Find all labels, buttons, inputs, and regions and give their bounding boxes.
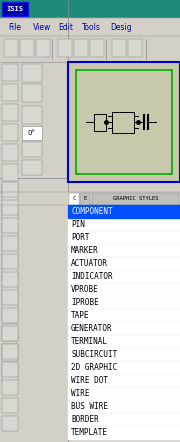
Text: BUS WIRE: BUS WIRE: [71, 402, 108, 411]
Bar: [2, 364, 18, 381]
Bar: [2, 182, 18, 197]
Bar: [22, 84, 42, 102]
Bar: [69, 193, 79, 205]
Text: VPROBE: VPROBE: [71, 285, 99, 294]
Text: 0°: 0°: [28, 130, 36, 136]
Bar: [2, 264, 18, 281]
Bar: [2, 200, 18, 215]
Text: TAPE: TAPE: [71, 311, 89, 320]
Bar: [2, 272, 18, 287]
Bar: [0, 62, 68, 442]
Text: ISIS: ISIS: [6, 6, 24, 12]
Bar: [74, 39, 88, 57]
Bar: [2, 218, 18, 233]
Bar: [2, 344, 18, 361]
Bar: [22, 106, 42, 124]
Bar: [22, 160, 42, 175]
Text: 2D GRAPHIC: 2D GRAPHIC: [71, 363, 117, 372]
Bar: [2, 104, 18, 121]
Bar: [22, 64, 42, 82]
Bar: [2, 344, 18, 359]
Bar: [2, 64, 18, 81]
Text: WIRE: WIRE: [71, 389, 89, 398]
Bar: [2, 304, 18, 321]
Bar: [2, 362, 18, 377]
Bar: [22, 142, 42, 157]
Bar: [128, 39, 142, 57]
Bar: [2, 398, 18, 413]
Text: BORDER: BORDER: [71, 415, 99, 424]
Bar: [2, 244, 18, 261]
Bar: [94, 114, 106, 131]
Text: File: File: [8, 23, 21, 31]
Text: GRAPHIC STYLES: GRAPHIC STYLES: [113, 196, 158, 201]
Bar: [68, 205, 180, 439]
Bar: [2, 236, 18, 251]
Text: TEMPLATE: TEMPLATE: [71, 428, 108, 437]
Bar: [2, 326, 18, 341]
Bar: [36, 39, 50, 57]
Bar: [76, 70, 172, 174]
Bar: [3, 3, 27, 15]
Bar: [68, 192, 180, 205]
Bar: [0, 36, 180, 62]
Bar: [4, 39, 18, 57]
Text: TERMINAL: TERMINAL: [71, 337, 108, 346]
Bar: [2, 224, 18, 241]
Bar: [2, 124, 18, 141]
Text: C: C: [72, 196, 76, 201]
Text: WIRE DOT: WIRE DOT: [71, 376, 108, 385]
Bar: [2, 164, 18, 181]
Text: Desig: Desig: [110, 23, 132, 31]
Bar: [20, 39, 34, 57]
Text: PORT: PORT: [71, 233, 89, 242]
Text: MARKER: MARKER: [71, 246, 99, 255]
Text: ACTUATOR: ACTUATOR: [71, 259, 108, 268]
Bar: [68, 205, 180, 218]
Bar: [2, 416, 18, 431]
Text: E: E: [83, 196, 87, 201]
Bar: [2, 204, 18, 221]
Bar: [2, 184, 18, 201]
Bar: [2, 254, 18, 269]
Bar: [2, 290, 18, 305]
Text: PIN: PIN: [71, 220, 85, 229]
Bar: [90, 39, 104, 57]
Text: IPROBE: IPROBE: [71, 298, 99, 307]
Text: INDICATOR: INDICATOR: [71, 272, 113, 281]
Bar: [112, 39, 126, 57]
Bar: [80, 193, 90, 205]
Text: Tools: Tools: [82, 23, 101, 31]
Bar: [2, 84, 18, 101]
Bar: [22, 126, 42, 140]
Text: GENERATOR: GENERATOR: [71, 324, 113, 333]
Bar: [0, 0, 180, 18]
Text: View: View: [33, 23, 51, 31]
Bar: [112, 112, 134, 133]
Text: Edit: Edit: [58, 23, 73, 31]
Bar: [68, 62, 180, 182]
Text: COMPONENT: COMPONENT: [71, 207, 113, 216]
Bar: [2, 380, 18, 395]
Bar: [2, 284, 18, 301]
Bar: [2, 308, 18, 323]
Bar: [2, 324, 18, 341]
Bar: [92, 193, 179, 205]
Bar: [2, 2, 28, 16]
Bar: [2, 144, 18, 161]
Text: SUBCIRCUIT: SUBCIRCUIT: [71, 350, 117, 359]
Bar: [58, 39, 72, 57]
Bar: [0, 18, 180, 36]
